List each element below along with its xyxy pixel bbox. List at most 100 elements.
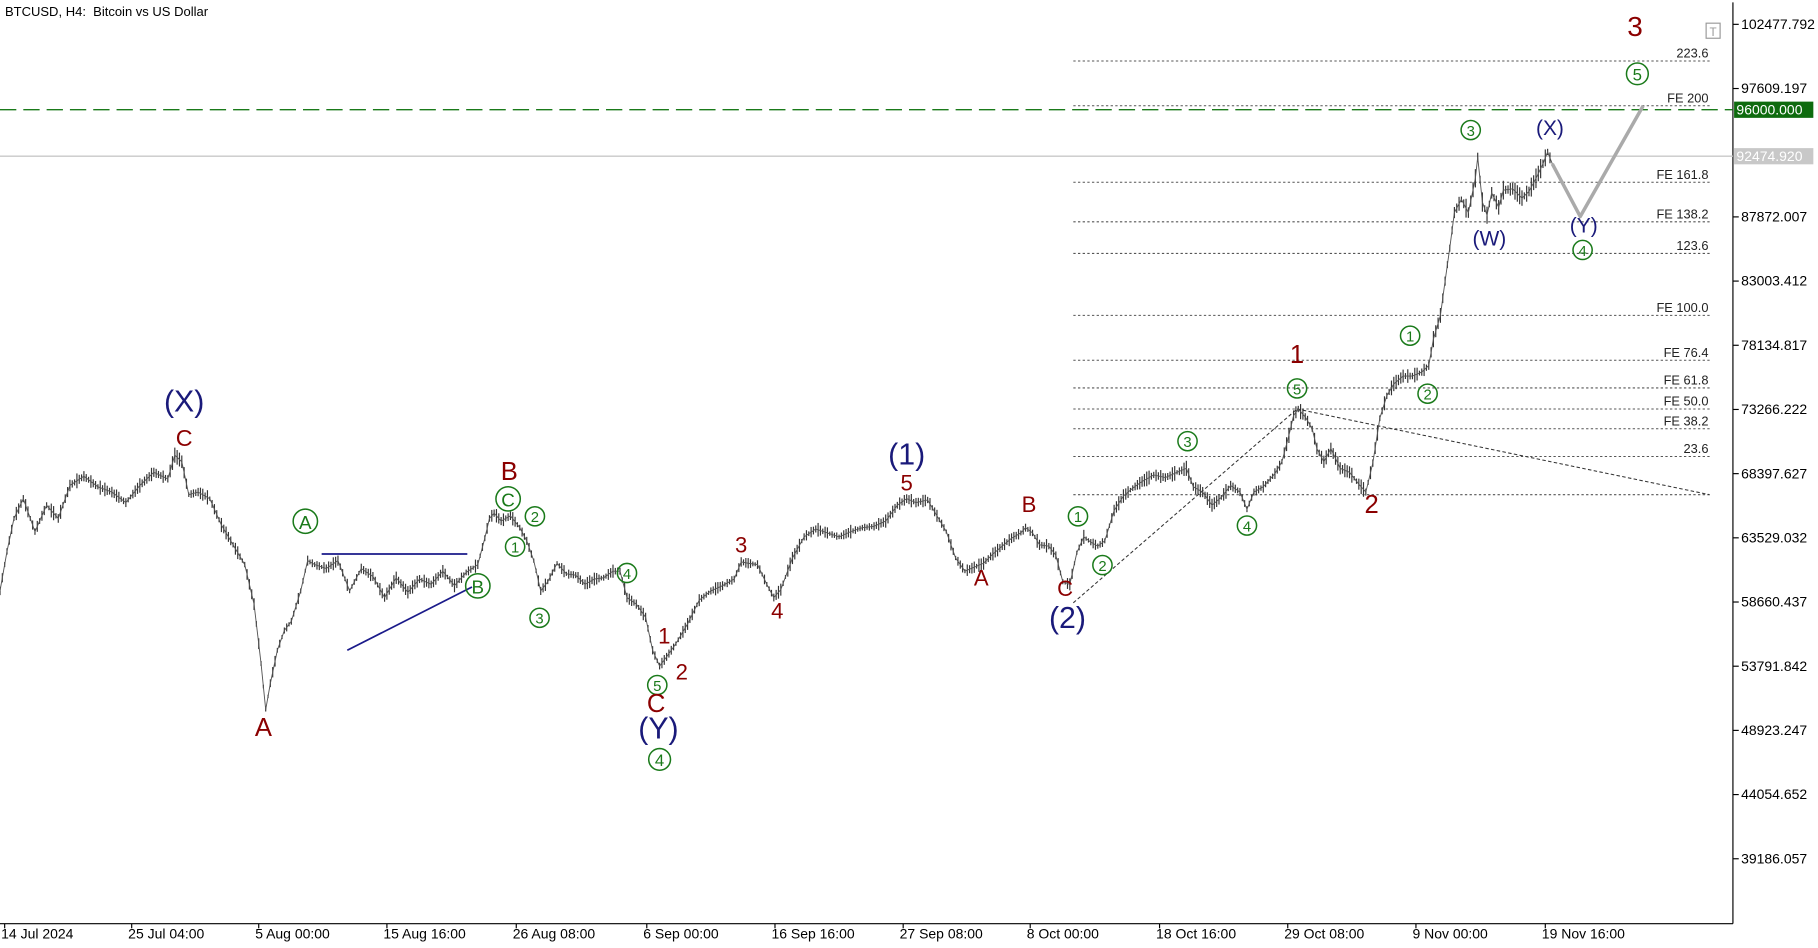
wave-label-circle xyxy=(1067,505,1089,527)
wave-label: (2) xyxy=(1049,602,1086,635)
wave-label: 3 xyxy=(1627,11,1643,42)
description-label: Bitcoin vs US Dollar xyxy=(93,4,209,19)
fib-level-label: 223.6 xyxy=(1676,46,1708,61)
wave-label: 5 xyxy=(1633,66,1642,85)
wave-label: (W) xyxy=(1472,228,1506,251)
y-tick-label: 97609.197 xyxy=(1741,80,1807,96)
wave-label: (Y) xyxy=(638,713,678,746)
wave-label: (1) xyxy=(888,438,925,471)
wave-label: 5 xyxy=(901,471,913,496)
forecast-path xyxy=(1550,104,1645,219)
wave-label-circle xyxy=(504,536,526,557)
x-tick-label: 9 Nov 00:00 xyxy=(1412,926,1488,942)
trade-panel-icon-letter: T xyxy=(1710,26,1717,39)
y-tick-label: 102477.792 xyxy=(1741,16,1815,32)
timeframe-label: H4 xyxy=(65,4,83,19)
y-tick-label: 63529.032 xyxy=(1741,530,1807,546)
x-tick-label: 29 Oct 08:00 xyxy=(1284,926,1364,942)
wave-label: 2 xyxy=(676,659,688,684)
wave-label: 3 xyxy=(1183,435,1191,451)
wave-label: B xyxy=(472,576,485,597)
fib-level-label: FE 100.0 xyxy=(1656,300,1708,315)
triangle-lower-line xyxy=(346,586,473,652)
wave-label-circle xyxy=(292,508,319,535)
wave-label-circle xyxy=(616,562,638,584)
wave-label: A xyxy=(255,714,272,742)
wave-label-circle xyxy=(1572,239,1593,261)
fib-level-label: FE 138.2 xyxy=(1656,206,1708,221)
fib-level-label: 123.6 xyxy=(1676,238,1708,253)
wave-label-circle xyxy=(1460,119,1482,141)
chart-header: BTCUSD, H4: Bitcoin vs US Dollar xyxy=(5,4,209,19)
y-tick-label: 39186.057 xyxy=(1741,850,1807,866)
wave-label: B xyxy=(1022,492,1037,517)
wave-label: 4 xyxy=(623,567,631,583)
y-tick-label: 44054.652 xyxy=(1741,786,1807,802)
x-tick-label: 8 Oct 00:00 xyxy=(1027,926,1100,942)
y-tick-label: 58660.437 xyxy=(1741,594,1807,610)
wave-label: (X) xyxy=(164,386,204,419)
price-bars xyxy=(0,148,1551,712)
wave-label: 1 xyxy=(511,541,519,557)
wave-label: 2 xyxy=(1098,559,1106,575)
fib-level-label: FE 50.0 xyxy=(1664,394,1709,409)
fib-level-label: FE 38.2 xyxy=(1664,413,1709,428)
x-tick-label: 25 Jul 04:00 xyxy=(128,926,204,942)
wave-label: 1 xyxy=(1074,510,1082,526)
wave-label: (Y) xyxy=(1570,214,1598,237)
x-tick-label: 5 Aug 00:00 xyxy=(255,926,330,942)
x-tick-label: 15 Aug 16:00 xyxy=(383,926,466,942)
fib-level-label: 23.6 xyxy=(1684,441,1709,456)
wave-label: 2 xyxy=(531,510,539,526)
wave-label: 4 xyxy=(771,599,783,624)
wave-label: C xyxy=(1057,576,1073,601)
wave-label: 1 xyxy=(1406,330,1414,346)
wave-label-circle xyxy=(529,607,550,629)
fib-level-label: FE 161.8 xyxy=(1656,167,1708,182)
wave-label: 3 xyxy=(535,612,543,628)
wave-label: (X) xyxy=(1536,117,1564,140)
x-tick-label: 6 Sep 00:00 xyxy=(643,926,719,942)
y-tick-label: 48923.247 xyxy=(1741,722,1807,738)
wave-label-circle xyxy=(1236,515,1258,536)
x-tick-label: 26 Aug 08:00 xyxy=(513,926,596,942)
wave-label: 5 xyxy=(653,679,661,695)
target-level-tag xyxy=(1734,101,1814,118)
x-tick-label: 16 Sep 16:00 xyxy=(771,926,854,942)
fib-level-label: FE 76.4 xyxy=(1664,345,1709,360)
wave-label: 1 xyxy=(1290,341,1304,369)
wave-label: 3 xyxy=(1467,124,1475,140)
wave-label: 2 xyxy=(1423,388,1431,404)
wave-label: 1 xyxy=(658,624,670,649)
wave-label-circle xyxy=(647,747,672,771)
fib-level-label: FE 200 xyxy=(1667,90,1708,105)
wave-label: 5 xyxy=(1293,382,1301,398)
wave-label: A xyxy=(974,566,989,591)
wave-label-circle xyxy=(1092,554,1113,576)
wave-label: C xyxy=(501,489,515,510)
y-tick-label: 53791.842 xyxy=(1741,658,1807,674)
wave-label-circle xyxy=(1399,325,1421,347)
y-tick-label: 78134.817 xyxy=(1741,337,1807,353)
wave-label-circle xyxy=(464,573,491,599)
wave-label: 4 xyxy=(1578,244,1586,260)
y-tick-label: 87872.007 xyxy=(1741,209,1807,225)
fib-anchor-line-2 xyxy=(1296,408,1710,496)
wave-label: 3 xyxy=(735,533,747,558)
wave-label: C xyxy=(176,425,193,451)
wave-label: 4 xyxy=(1243,519,1251,535)
fib-level-label: FE 61.8 xyxy=(1664,372,1709,387)
wave-label-circle xyxy=(495,486,522,512)
wave-label: 4 xyxy=(655,751,664,770)
wave-label-circle xyxy=(1417,383,1438,405)
current-price-tag xyxy=(1734,148,1814,165)
symbol-label: BTCUSD xyxy=(5,4,59,19)
x-tick-label: 19 Nov 16:00 xyxy=(1542,926,1625,942)
wave-label-circle xyxy=(1286,378,1308,399)
wave-label: B xyxy=(501,458,518,486)
target-level-text: 96000.000 xyxy=(1736,101,1802,117)
wave-label: A xyxy=(299,512,312,533)
